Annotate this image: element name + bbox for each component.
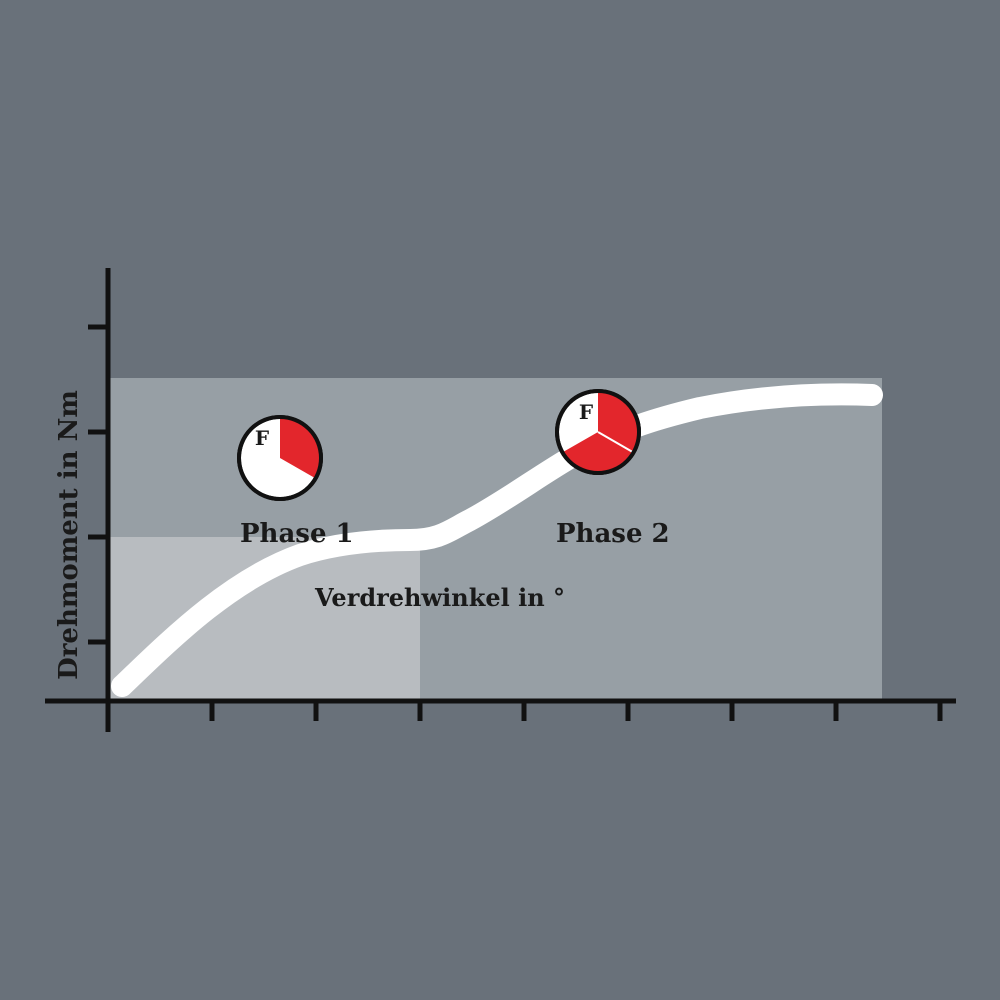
- gauge-red-sector: [562, 391, 639, 473]
- gauge-divider: [597, 431, 635, 454]
- y-axis-label: Drehmoment in Nm: [54, 390, 84, 680]
- axes: [45, 268, 956, 732]
- gauge-letter: F: [255, 426, 269, 450]
- phase1-label: Phase 1: [240, 519, 354, 549]
- phase1-indicator: F: [237, 415, 323, 501]
- phase2-indicator: F: [555, 389, 641, 475]
- phase2-label: Phase 2: [556, 519, 670, 549]
- x-axis-label: Verdrehwinkel in °: [314, 583, 565, 612]
- gauge-letter: F: [579, 400, 593, 424]
- torque-curve: [111, 383, 883, 697]
